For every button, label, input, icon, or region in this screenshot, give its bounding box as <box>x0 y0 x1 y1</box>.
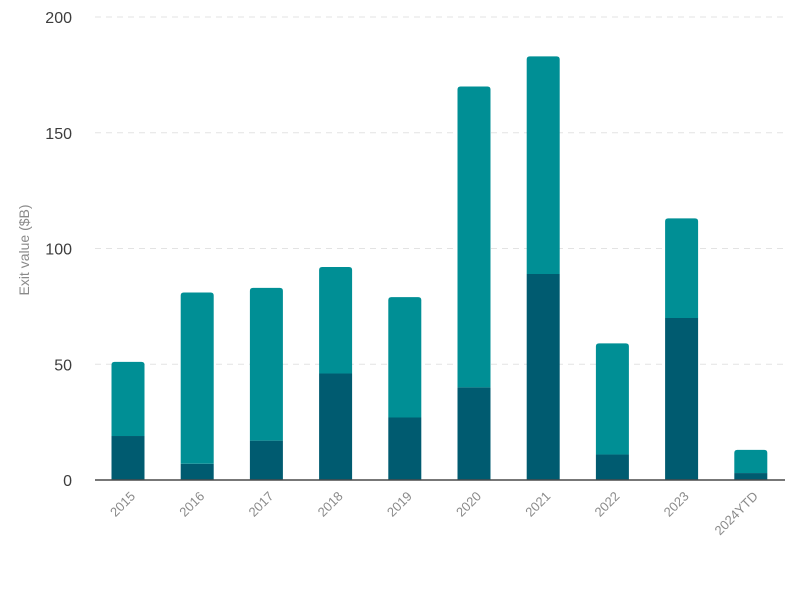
bars <box>95 56 785 481</box>
bar-segment <box>319 267 353 374</box>
x-tick-label: 2024YTD <box>711 489 760 538</box>
x-tick-label: 2020 <box>453 489 484 520</box>
bar-segment <box>526 56 560 274</box>
y-tick-label: 150 <box>45 126 72 143</box>
bar-segment <box>457 387 491 480</box>
x-tick-label: 2023 <box>661 489 692 520</box>
bar-segment <box>526 273 560 480</box>
x-tick-label: 2015 <box>107 489 138 520</box>
x-tick-label: 2018 <box>315 489 346 520</box>
bar-segment <box>249 440 283 480</box>
x-tick-label: 2016 <box>176 489 207 520</box>
x-axis-ticks: 2015 2016 2017 2018 2019 2020 2021 2022 2023 2024… <box>107 489 761 538</box>
bar-segment <box>249 287 283 441</box>
x-tick-label: 2017 <box>245 489 276 520</box>
y-tick-label: 100 <box>45 242 72 259</box>
y-axis-ticks: 0 50 100 150 200 <box>45 10 72 490</box>
x-tick-label: 2019 <box>384 489 415 520</box>
bar-segment <box>457 86 491 388</box>
bar-segment <box>319 373 353 480</box>
bar-segment <box>595 454 629 480</box>
y-tick-label: 200 <box>45 10 72 27</box>
bar-segment <box>111 436 145 480</box>
x-tick-label: 2022 <box>591 489 622 520</box>
x-tick-label: 2021 <box>522 489 553 520</box>
y-axis-label: Exit value ($B) <box>16 204 32 295</box>
bar-segment <box>388 417 422 480</box>
bar-segment <box>734 449 768 474</box>
bar-segment <box>665 317 699 480</box>
bar-segment <box>388 297 422 418</box>
bar-segment <box>595 343 629 455</box>
bar-segment <box>734 473 768 480</box>
bar-segment <box>180 463 214 480</box>
bar-segment <box>665 218 699 318</box>
y-tick-label: 0 <box>63 473 72 490</box>
bar-segment <box>180 292 214 464</box>
y-tick-label: 50 <box>54 357 72 374</box>
bar-segment <box>111 361 145 437</box>
